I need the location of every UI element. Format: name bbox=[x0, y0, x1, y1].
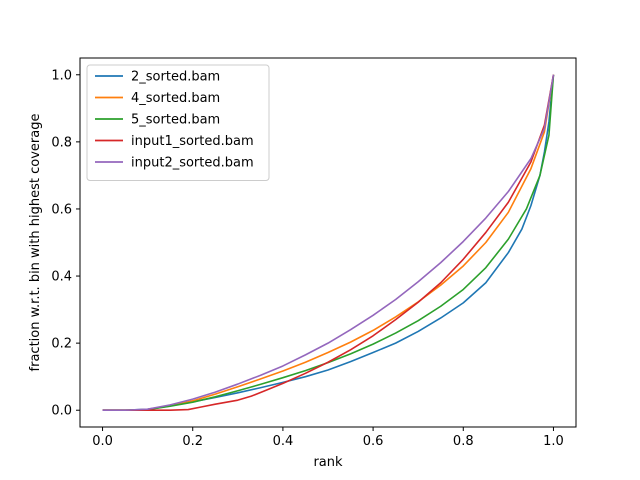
x-tick-label: 0.4 bbox=[273, 434, 294, 449]
x-tick-label: 0.8 bbox=[453, 434, 474, 449]
plot-lines bbox=[102, 74, 555, 412]
series-line-5 bbox=[102, 74, 555, 412]
plot-frame bbox=[79, 57, 577, 428]
legend-label: input1_sorted.bam bbox=[131, 134, 254, 149]
y-tick-label: 0.6 bbox=[51, 202, 72, 217]
y-tick-label: 0.8 bbox=[51, 135, 72, 150]
legend-label: 4_sorted.bam bbox=[131, 91, 220, 106]
x-tick-label: 0.6 bbox=[363, 434, 384, 449]
series-line-4 bbox=[102, 74, 555, 412]
legend-label: input2_sorted.bam bbox=[131, 156, 254, 171]
series-line-2 bbox=[102, 74, 555, 412]
x-axis-label: rank bbox=[313, 455, 343, 470]
y-axis-label: fraction w.r.t. bin with highest coverag… bbox=[28, 114, 43, 372]
x-tick-label: 1.0 bbox=[543, 434, 564, 449]
y-tick-label: 0.4 bbox=[51, 270, 72, 285]
x-axis-ticks: 0.0 0.2 0.4 0.6 0.8 1.0 bbox=[92, 427, 564, 449]
y-tick-label: 1.0 bbox=[51, 68, 72, 83]
legend-label: 2_sorted.bam bbox=[131, 70, 220, 85]
x-tick-label: 0.0 bbox=[92, 434, 113, 449]
y-tick-label: 0.2 bbox=[51, 337, 72, 352]
legend-box bbox=[86, 64, 270, 181]
legend-label: 5_sorted.bam bbox=[131, 113, 220, 128]
series-line-3 bbox=[102, 74, 555, 412]
y-axis-ticks: 0.0 0.2 0.4 0.6 0.8 1.0 bbox=[51, 68, 80, 419]
y-tick-label: 0.0 bbox=[51, 404, 72, 419]
x-tick-label: 0.2 bbox=[182, 434, 203, 449]
legend: 2_sorted.bam 4_sorted.bam 5_sorted.baminpu… bbox=[86, 64, 270, 181]
